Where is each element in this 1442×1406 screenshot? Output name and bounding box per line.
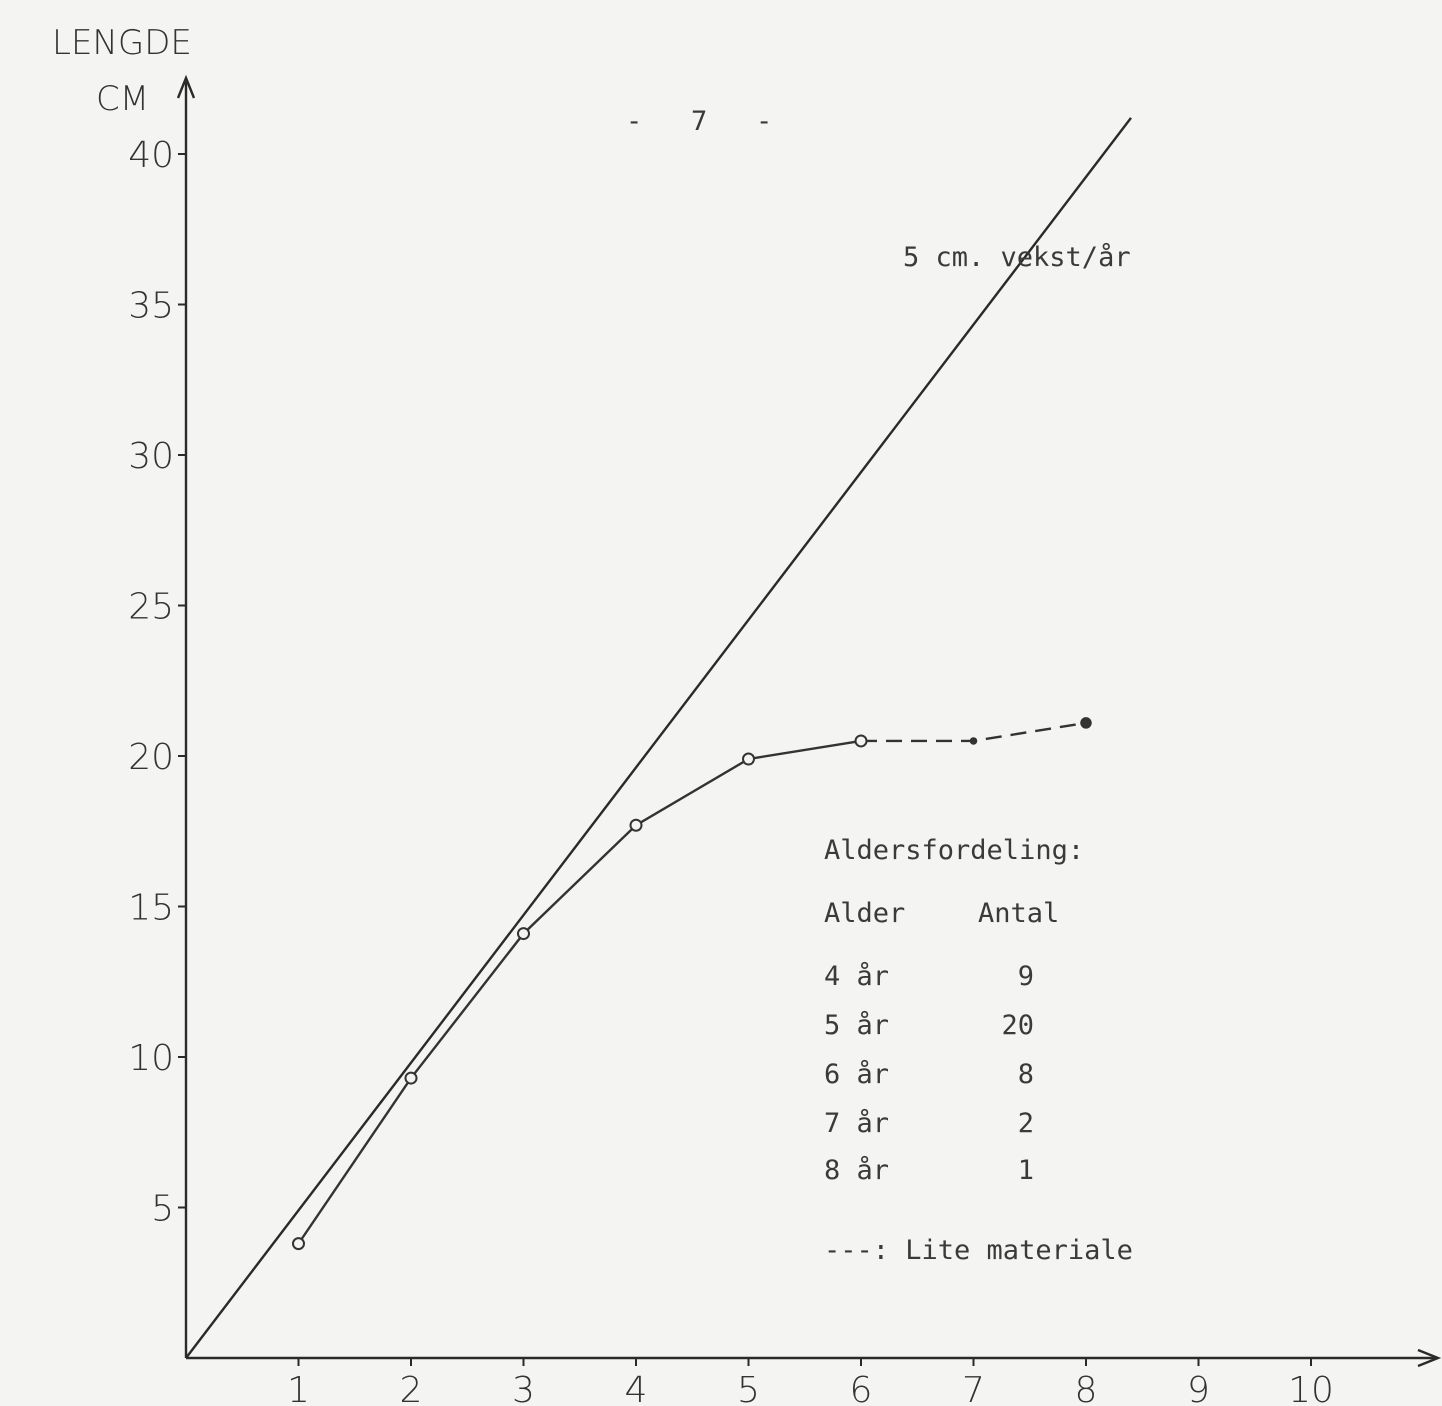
y-tick-label: 30	[128, 436, 174, 477]
age-table-title: Aldersfordeling:	[824, 835, 1084, 866]
age-row-age: 7 år	[824, 1108, 889, 1139]
data-point	[517, 927, 530, 941]
age-row-count: 20	[1001, 1010, 1034, 1041]
y-tick-label: 25	[128, 587, 174, 628]
reference-line-label: 5 cm. vekst/år	[903, 242, 1131, 273]
y-axis-title-line1: LENGDE	[52, 23, 192, 63]
y-tick-label: 35	[128, 286, 174, 327]
x-tick-label: 7	[962, 1370, 985, 1406]
y-tick-label: 5	[151, 1189, 174, 1230]
ticks: 1 2 3 4 5 6 7 8 9 10 5 10 15 20 25 30 35 40	[128, 135, 1334, 1406]
x-tick-label: 9	[1187, 1370, 1210, 1406]
x-tick-label: 3	[512, 1370, 535, 1406]
y-axis-arrow	[176, 74, 196, 99]
data-point	[854, 734, 868, 748]
solid-series-line	[297, 739, 862, 1245]
age-table-header-count: Antal	[978, 898, 1059, 929]
data-lines	[185, 117, 1132, 1359]
age-row-count: 9	[1018, 961, 1034, 992]
x-tick-label: 2	[400, 1370, 423, 1406]
age-table-header-age: Alder	[824, 898, 905, 929]
data-points	[292, 717, 1092, 1251]
axes	[176, 74, 1442, 1368]
age-row-age: 6 år	[824, 1059, 889, 1090]
legend-dashed-note: ---: Lite materiale	[824, 1235, 1133, 1266]
x-axis-arrow	[1417, 1348, 1442, 1368]
data-point	[742, 752, 755, 766]
y-axis-title-line2: CM	[96, 79, 149, 119]
x-tick-label: 6	[850, 1370, 873, 1406]
age-row-count: 2	[1018, 1108, 1034, 1139]
x-tick-label: 1	[287, 1370, 310, 1406]
age-row-age: 8 år	[824, 1155, 889, 1186]
data-point	[292, 1237, 305, 1251]
data-point	[404, 1071, 418, 1085]
page-number: - 7 -	[626, 106, 772, 137]
data-point	[1080, 717, 1092, 729]
age-row-count: 8	[1018, 1059, 1034, 1090]
x-tick-label: 5	[737, 1370, 760, 1406]
reference-growth-line	[185, 117, 1132, 1359]
age-table-rows: 4 år 9 5 år 20 6 år 8 7 år 2 8 år 1	[824, 961, 1034, 1186]
age-distribution-table: Aldersfordeling: Alder Antal 4 år 9 5 år 20…	[824, 835, 1133, 1266]
x-tick-label: 4	[625, 1370, 648, 1406]
x-tick-label: 10	[1288, 1370, 1334, 1406]
age-row-age: 4 år	[824, 961, 889, 992]
y-tick-label: 40	[128, 135, 174, 176]
data-point	[969, 737, 978, 745]
x-tick-label: 8	[1075, 1370, 1098, 1406]
y-tick-label: 10	[128, 1038, 174, 1079]
y-tick-label: 20	[128, 737, 174, 778]
data-point	[629, 818, 643, 832]
age-row-age: 5 år	[824, 1010, 889, 1041]
age-row-count: 1	[1018, 1155, 1034, 1186]
y-tick-label: 15	[128, 888, 174, 929]
